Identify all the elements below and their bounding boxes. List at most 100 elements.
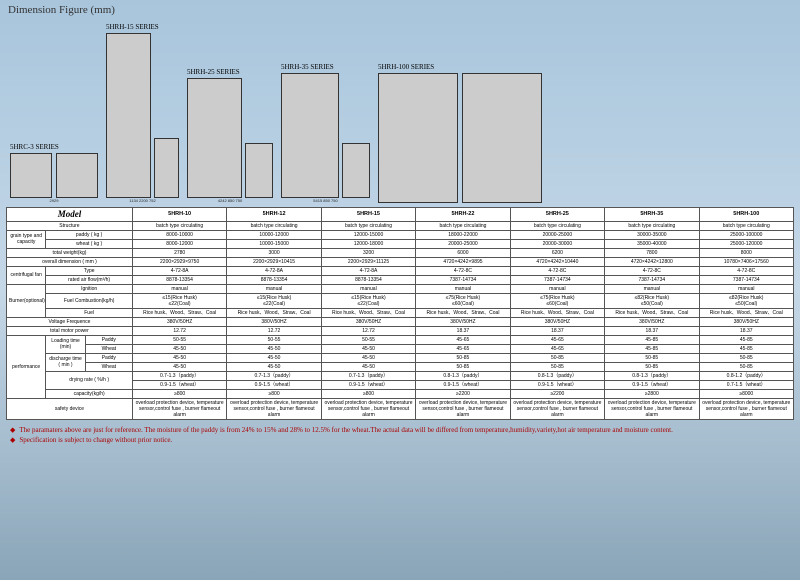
series-label: 5HRC-3 SERIES xyxy=(10,143,59,151)
sub-label: Wheat xyxy=(85,362,132,371)
col-header: 5HRH-35 xyxy=(605,208,699,222)
table-row: safety deviceoverload protection device,… xyxy=(7,398,794,419)
cell: 50-85 xyxy=(699,362,793,371)
diagram-box xyxy=(106,33,151,198)
cell: 18.37 xyxy=(510,326,604,335)
cell: batch type circulating xyxy=(132,221,226,230)
sub-label: drying rate ( %/h ) xyxy=(46,371,133,389)
cell: 45-50 xyxy=(321,344,415,353)
sub-label: Paddy xyxy=(85,335,132,344)
cell: 7387-14734 xyxy=(605,275,699,284)
col-header: 5HRH-22 xyxy=(416,208,510,222)
cell: 4-72-8A xyxy=(132,266,226,275)
cell: manual xyxy=(132,284,226,293)
cell: ≥8000 xyxy=(699,389,793,398)
diagram-box xyxy=(10,153,52,198)
cell: 0.9-1.5（wheat） xyxy=(416,380,510,389)
row-label: grain type and capacity xyxy=(7,230,46,248)
page-title: Dimension Figure (mm) xyxy=(0,0,800,20)
cell: 45-50 xyxy=(227,353,321,362)
cell: 45-50 xyxy=(132,344,226,353)
cell: ≤75(Rice Husk)≤60(Coal) xyxy=(510,293,604,308)
cell: Rice husk、Wood、Straw、Coal xyxy=(132,308,226,317)
cell: batch type circulating xyxy=(605,221,699,230)
footnotes: ◆The paramaters above are just for refer… xyxy=(0,422,800,450)
footnote-text: Specification is subject to change witho… xyxy=(19,436,172,444)
col-header: 5HRH-100 xyxy=(699,208,793,222)
cell: ≤82(Rice Husk)≤50(Coal) xyxy=(699,293,793,308)
cell: 2200×2929×11125 xyxy=(321,257,415,266)
row-label: performance xyxy=(7,335,46,398)
table-row: capacity(kg/h)≥800≥800≥800≥2200≥2200≥280… xyxy=(7,389,794,398)
dimension-text: 5415 850 750 xyxy=(313,198,337,203)
cell: 45-65 xyxy=(416,344,510,353)
dimension-text: 4242 850 750 xyxy=(218,198,242,203)
table-row: Wheat45-5045-5045-5050-8550-8550-8550-85 xyxy=(7,362,794,371)
table-row: discharge time ( min )Paddy45-5045-5045-… xyxy=(7,353,794,362)
table-row: wheat ( kg )8000-1200010000-1500012000-1… xyxy=(7,239,794,248)
table-row: Fuel Combustion(kg/h)≤15(Rice Husk)≤22(C… xyxy=(7,293,794,308)
cell: batch type circulating xyxy=(227,221,321,230)
cell: 20000-25000 xyxy=(510,230,604,239)
cell: 45-85 xyxy=(605,335,699,344)
cell: 380V/50HZ xyxy=(132,317,226,326)
cell: 4-72-8C xyxy=(605,266,699,275)
cell: ≥2800 xyxy=(605,389,699,398)
table-row: overall dimension ( mm )2200×2929×975022… xyxy=(7,257,794,266)
cell: 8878-13354 xyxy=(132,275,226,284)
cell: 10000-15000 xyxy=(227,239,321,248)
col-header: 5HRH-25 xyxy=(510,208,604,222)
cell: ≤15(Rice Husk)≤22(Coal) xyxy=(132,293,226,308)
dimension-text: 1134 2200 752 xyxy=(129,198,155,203)
cell: 45-50 xyxy=(321,353,415,362)
cell: overload protection device, temperature … xyxy=(132,398,226,419)
cell: 2200×2929×9750 xyxy=(132,257,226,266)
row-label: total motor power xyxy=(7,326,133,335)
cell: 4-72-8C xyxy=(699,266,793,275)
cell: 0.7-1.5（wheat） xyxy=(699,380,793,389)
sub-label: Paddy xyxy=(85,353,132,362)
bullet-icon: ◆ xyxy=(10,436,15,444)
cell: 18.37 xyxy=(699,326,793,335)
cell: manual xyxy=(227,284,321,293)
cell: 4-72-8A xyxy=(227,266,321,275)
cell: Rice husk、Wood、Straw、Coal xyxy=(416,308,510,317)
cell: 4-72-8A xyxy=(321,266,415,275)
row-label: Voltage Frequence xyxy=(7,317,133,326)
cell: 380V/50HZ xyxy=(321,317,415,326)
row-label: safety device xyxy=(7,398,133,419)
cell: 0.7-1.3（paddy） xyxy=(321,371,415,380)
dimension-text: 2929 xyxy=(50,198,59,203)
sub-label: Fuel Combustion(kg/h) xyxy=(46,293,133,308)
cell: overload protection device, temperature … xyxy=(699,398,793,419)
row-label: Structure xyxy=(7,221,133,230)
cell: 45-65 xyxy=(416,335,510,344)
sub-label: paddy ( kg ) xyxy=(46,230,133,239)
cell: 4720×4242×12800 xyxy=(605,257,699,266)
cell: overload protection device, temperature … xyxy=(605,398,699,419)
cell: 8878-13354 xyxy=(321,275,415,284)
row-label: total weight(kg) xyxy=(7,248,133,257)
cell: 12.72 xyxy=(227,326,321,335)
cell: 4720×4242×9895 xyxy=(416,257,510,266)
cell: ≥800 xyxy=(321,389,415,398)
cell: overload protection device, temperature … xyxy=(321,398,415,419)
cell: 4720×4242×10440 xyxy=(510,257,604,266)
diagram-area: 5HRC-3 SERIES 2929 5HRH-15 SERIES 1134 2… xyxy=(0,20,800,205)
model-header: Model xyxy=(7,208,133,222)
col-header: 5HRH-12 xyxy=(227,208,321,222)
series-label: 5HRH-100 SERIES xyxy=(378,63,434,71)
cell: Rice husk、Wood、Straw、Coal xyxy=(605,308,699,317)
diagram-box xyxy=(245,143,273,198)
cell: manual xyxy=(605,284,699,293)
cell: 50-85 xyxy=(699,353,793,362)
cell: 12000-15000 xyxy=(321,230,415,239)
row-label: centrifugal fan xyxy=(7,266,46,284)
cell: 0.7-1.3（paddy） xyxy=(227,371,321,380)
diagram-box xyxy=(187,78,242,198)
sub-label: rated air flow(m³/h) xyxy=(46,275,133,284)
cell: 7387-14734 xyxy=(510,275,604,284)
cell: 7800 xyxy=(605,248,699,257)
cell: 45-85 xyxy=(699,344,793,353)
cell: 0.9-1.5（wheat） xyxy=(132,380,226,389)
